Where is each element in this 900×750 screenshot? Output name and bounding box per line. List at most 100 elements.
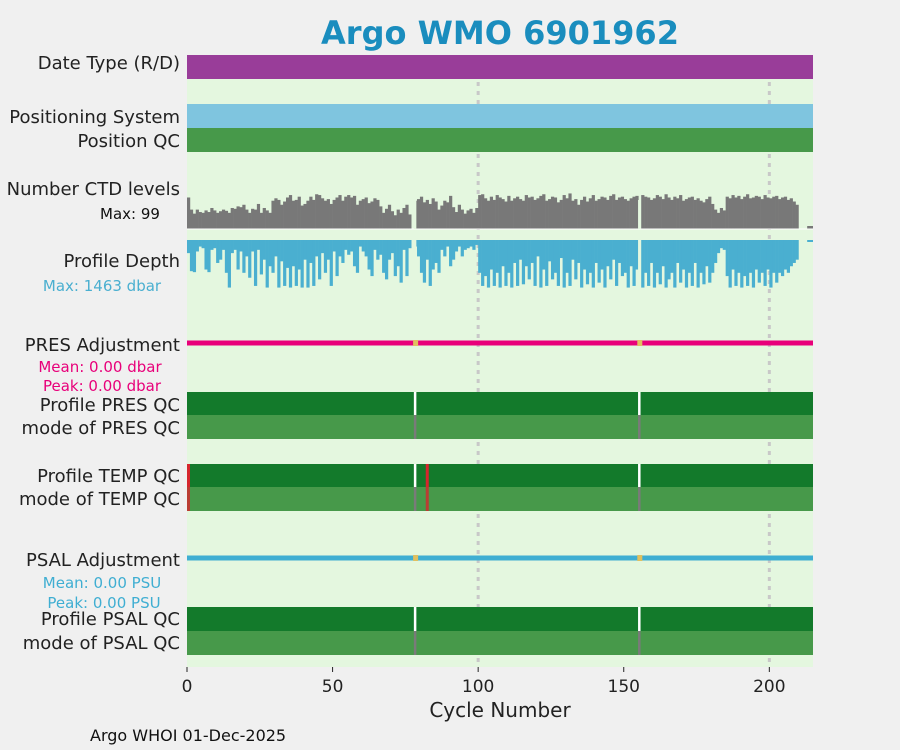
depth-bar-12 [221, 240, 226, 250]
depth-bar-79 [417, 240, 421, 257]
ctd-bar-113 [516, 196, 520, 229]
depth-bar-37 [294, 240, 298, 286]
ctd-bar-206 [786, 199, 791, 229]
depth-bar-81 [422, 240, 427, 283]
ctd-bar-6 [204, 210, 208, 229]
ctd-bar-96 [466, 210, 470, 229]
depth-bar-196 [757, 240, 761, 283]
depth-bar-96 [466, 240, 470, 249]
ctd-bar-3 [195, 209, 199, 229]
depth-bar-178 [705, 240, 709, 267]
ctd-bar-167 [673, 196, 677, 229]
ctd-bar-74 [402, 207, 406, 229]
depth-bar-139 [591, 240, 595, 288]
ctd-bar-31 [277, 199, 281, 229]
ctd-bar-10 [216, 212, 220, 229]
ctd-bar-191 [743, 196, 747, 229]
depth-bar-68 [384, 240, 389, 280]
ctd-bar-172 [687, 197, 692, 229]
ctd-bar-54 [344, 196, 348, 229]
depth-bar-172 [687, 240, 692, 273]
depth-bar-22 [251, 240, 255, 252]
ctd-bar-46 [320, 198, 325, 229]
ctd-bar-182 [716, 212, 721, 229]
profile-temp-qc-band [187, 464, 813, 487]
ctd-bar-44 [315, 194, 319, 229]
ctd-bar-93 [457, 204, 461, 229]
depth-bar-129 [562, 240, 566, 288]
depth-bar-21 [248, 240, 252, 278]
mode-pres-qc-band [187, 415, 813, 439]
positioning-system-band [187, 104, 813, 128]
ctd-bar-185 [725, 196, 729, 229]
ctd-bar-205 [783, 196, 788, 229]
depth-bar-62 [367, 240, 371, 270]
depth-bar-131 [568, 240, 572, 286]
ctd-max-label: Max: 99 [100, 205, 160, 223]
ctd-bar-127 [556, 202, 560, 229]
ctd-bar-114 [518, 199, 523, 229]
ctd-bar-82 [425, 199, 429, 229]
ctd-bar-174 [693, 199, 697, 229]
ctd-bar-209 [795, 204, 799, 229]
depth-bar-120 [536, 240, 540, 257]
ctd-bar-136 [582, 196, 587, 229]
ctd-bar-119 [533, 199, 537, 229]
ctd-bar-111 [510, 200, 514, 229]
depth-bar-169 [679, 240, 683, 283]
depth-bar-26 [262, 240, 266, 260]
label-mode-temp-qc: mode of TEMP QC [19, 489, 180, 510]
depth-bar-8 [210, 240, 214, 250]
depth-bar-149 [620, 240, 625, 277]
ctd-bar-187 [731, 195, 735, 229]
ctd-bar-67 [382, 212, 386, 229]
depth-bar-128 [559, 240, 563, 259]
ctd-bar-32 [280, 204, 284, 229]
depth-bar-16 [233, 240, 237, 250]
depth-bar-43 [312, 240, 316, 286]
ctd-bar-28 [268, 212, 272, 229]
ctd-bar-160 [652, 198, 657, 229]
ctd-bar-176 [699, 200, 703, 229]
x-tick-label-200: 200 [753, 677, 785, 697]
depth-bar-80 [419, 240, 424, 273]
chart-title: Argo WMO 6901962 [321, 14, 679, 52]
ctd-bar-161 [655, 195, 659, 229]
depth-bar-6 [204, 240, 208, 270]
depth-bar-41 [306, 240, 310, 288]
ctd-bar-71 [393, 215, 397, 229]
depth-bar-125 [550, 240, 555, 280]
depth-bar-194 [751, 240, 756, 288]
depth-bar-166 [670, 240, 674, 273]
depth-bar-206 [786, 240, 791, 273]
depth-bar-84 [431, 240, 435, 270]
ctd-bar-21 [248, 212, 252, 229]
ctd-bar-152 [629, 198, 633, 229]
ctd-bar-108 [501, 199, 505, 229]
depth-bar-108 [501, 240, 505, 267]
ctd-bar-65 [376, 199, 380, 229]
ctd-bar-103 [486, 200, 491, 229]
depth-bar-59 [358, 240, 362, 247]
depth-bar-106 [495, 240, 499, 273]
ctd-bar-63 [370, 201, 374, 229]
depth-bar-49 [329, 240, 333, 286]
depth-bar-19 [242, 240, 246, 273]
ctd-levels-bars [187, 193, 813, 230]
psal-mean-label: Mean: 0.00 PSU [43, 574, 161, 592]
ctd-bar-90 [449, 195, 453, 229]
ctd-bar-129 [562, 195, 566, 229]
depth-bar-63 [370, 240, 374, 277]
ctd-bar-18 [239, 207, 243, 229]
depth-bar-34 [285, 240, 290, 268]
depth-bar-191 [743, 240, 747, 277]
ctd-bar-66 [379, 206, 383, 229]
pres-missing-marker-155 [637, 340, 643, 346]
depth-bar-85 [434, 240, 438, 263]
ctd-bar-203 [778, 199, 782, 229]
ctd-bar-126 [553, 197, 558, 229]
ctd-bar-4 [198, 212, 202, 229]
ctd-bar-11 [219, 211, 223, 229]
depth-bar-112 [513, 240, 517, 263]
depth-bar-147 [615, 240, 619, 286]
